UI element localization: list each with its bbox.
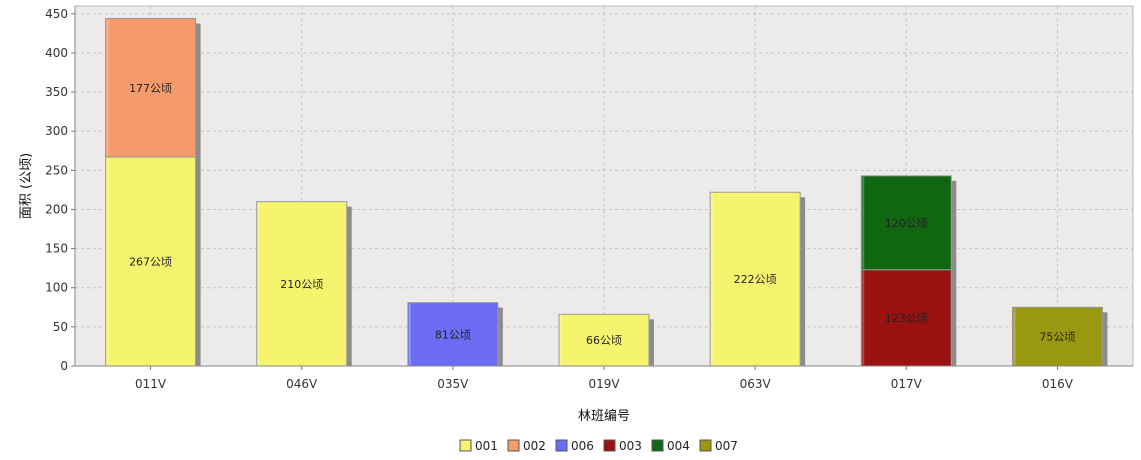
bar-highlight — [1013, 308, 1016, 365]
bar-highlight — [408, 303, 411, 365]
legend-label: 004 — [667, 439, 690, 453]
data-label: 210公顷 — [280, 278, 323, 291]
x-tick-label: 035V — [437, 377, 469, 391]
data-label: 222公顷 — [734, 273, 777, 286]
y-tick-label: 400 — [45, 46, 68, 60]
y-tick-label: 250 — [45, 163, 68, 177]
legend-swatch — [459, 439, 472, 452]
x-tick-label: 063V — [740, 377, 772, 391]
legend: 001 002 006 003 004 007 — [459, 439, 738, 453]
bar-segment — [105, 156, 197, 367]
data-label: 75公顷 — [1039, 331, 1075, 344]
x-tick-label: 019V — [588, 377, 620, 391]
y-tick-label: 450 — [45, 7, 68, 21]
data-label: 267公顷 — [129, 256, 172, 269]
y-tick-label: 50 — [53, 320, 68, 334]
y-tick-label: 300 — [45, 124, 68, 138]
x-tick-label: 016V — [1042, 377, 1074, 391]
bar-segment — [1011, 306, 1103, 367]
bar-highlight — [862, 270, 865, 365]
bar-highlight — [106, 19, 109, 157]
legend-swatch — [603, 439, 616, 452]
legend-label: 007 — [715, 439, 738, 453]
legend-label: 001 — [475, 439, 498, 453]
data-label: 123公顷 — [885, 312, 928, 325]
y-tick-label: 200 — [45, 202, 68, 216]
y-axis-title: 面积 (公顷) — [19, 153, 34, 219]
data-label: 120公顷 — [885, 217, 928, 230]
legend-swatch — [555, 439, 568, 452]
bar-segment — [407, 302, 499, 367]
bar-segment — [709, 191, 801, 367]
bar-highlight — [862, 176, 865, 269]
x-tick-label: 017V — [891, 377, 923, 391]
legend-label: 003 — [619, 439, 642, 453]
bar-highlight — [560, 315, 562, 365]
bar-segment — [860, 175, 952, 271]
legend-swatch — [507, 439, 520, 452]
legend-swatch — [699, 439, 712, 452]
legend-label: 002 — [523, 439, 546, 453]
x-tick-label: 011V — [135, 377, 167, 391]
data-label: 81公顷 — [435, 328, 471, 341]
y-axis: 0 50 100 150 200 250 300 350 400 450 — [45, 6, 76, 373]
y-tick-label: 0 — [60, 359, 68, 373]
x-axis-title: 林班编号 — [578, 409, 630, 424]
bar-highlight — [711, 193, 714, 365]
data-label: 177公顷 — [129, 82, 172, 95]
y-tick-label: 150 — [45, 242, 68, 256]
data-labels-layer: 267公顷 177公顷 210公顷 81公顷 66公顷 222公顷 123公顷 120公顷 75… — [129, 82, 1075, 347]
legend-swatch — [651, 439, 664, 452]
y-tick-label: 100 — [45, 281, 68, 295]
bar-highlight — [106, 158, 109, 365]
bar-segment — [558, 313, 650, 367]
bar-segment — [105, 18, 197, 158]
bar-highlight — [257, 202, 260, 365]
legend-label: 006 — [571, 439, 594, 453]
x-tick-label: 046V — [286, 377, 318, 391]
bars-layer — [105, 18, 1108, 367]
y-tick-label: 350 — [45, 85, 68, 99]
data-label: 66公顷 — [586, 334, 622, 347]
bar-segment — [256, 201, 348, 367]
x-axis: 011V 046V 035V 019V 063V 017V 016V — [75, 365, 1133, 391]
